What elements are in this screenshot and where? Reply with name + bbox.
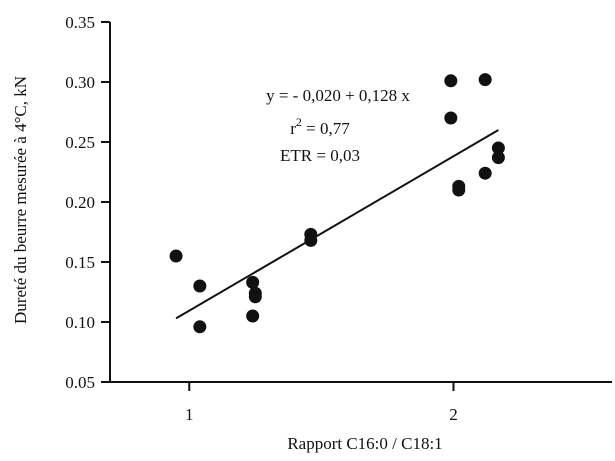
- r-squared-superscript: 2: [296, 115, 302, 129]
- y-tick-label: 0.05: [65, 373, 95, 392]
- data-point: [452, 183, 466, 197]
- data-point: [169, 249, 183, 263]
- y-tick-label: 0.25: [65, 133, 95, 152]
- y-ticks: 0.05 0.10 0.15 0.20 0.25 0.30 0.35: [65, 13, 110, 392]
- y-tick-label: 0.35: [65, 13, 95, 32]
- regression-line: [175, 129, 499, 320]
- data-point: [491, 151, 505, 165]
- y-tick-label: 0.30: [65, 73, 95, 92]
- r-squared-prefix: r: [290, 119, 296, 138]
- r-squared-annotation: r2 = 0,77: [290, 115, 350, 138]
- x-tick-label: 1: [185, 405, 194, 424]
- data-point: [491, 141, 505, 155]
- data-point: [444, 74, 458, 88]
- data-point: [246, 309, 260, 323]
- data-point: [193, 279, 207, 293]
- data-points: [169, 73, 505, 334]
- data-point: [246, 275, 260, 289]
- regression-line-group: [175, 129, 499, 320]
- y-tick-label: 0.15: [65, 253, 95, 272]
- etr-annotation: ETR = 0,03: [280, 146, 360, 165]
- regression-equation: y = - 0,020 + 0,128 x: [266, 86, 410, 105]
- data-point: [304, 233, 318, 247]
- data-point: [248, 290, 262, 304]
- y-tick-label: 0.10: [65, 313, 95, 332]
- y-axis-title: Dureté du beurre mesurée à 4°C, kN: [11, 76, 30, 324]
- axes: [109, 22, 612, 383]
- data-point: [478, 166, 492, 180]
- data-point: [193, 320, 207, 334]
- y-tick-label: 0.20: [65, 193, 95, 212]
- data-point: [444, 111, 458, 125]
- x-axis-title: Rapport C16:0 / C18:1: [287, 434, 442, 453]
- x-tick-label: 2: [449, 405, 458, 424]
- r-squared-value: = 0,77: [302, 119, 350, 138]
- data-point: [478, 73, 492, 87]
